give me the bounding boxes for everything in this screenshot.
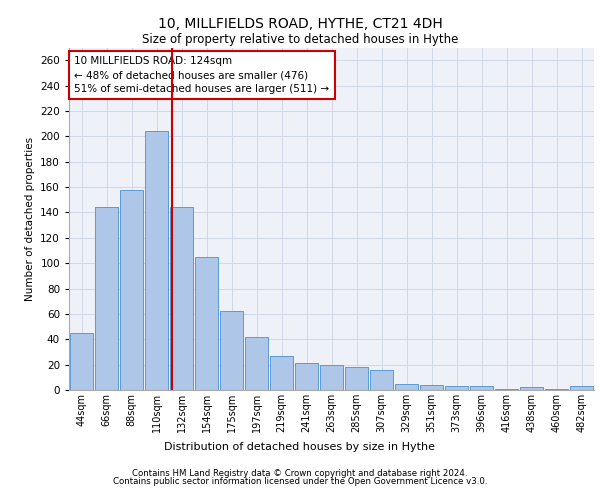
Y-axis label: Number of detached properties: Number of detached properties bbox=[25, 136, 35, 301]
Bar bbox=[269, 356, 293, 390]
Bar bbox=[119, 190, 143, 390]
Bar bbox=[395, 384, 418, 390]
Text: 10, MILLFIELDS ROAD, HYTHE, CT21 4DH: 10, MILLFIELDS ROAD, HYTHE, CT21 4DH bbox=[158, 18, 442, 32]
Bar bbox=[170, 208, 193, 390]
Text: Size of property relative to detached houses in Hythe: Size of property relative to detached ho… bbox=[142, 32, 458, 46]
Bar bbox=[295, 364, 319, 390]
Bar bbox=[245, 336, 268, 390]
Text: 10 MILLFIELDS ROAD: 124sqm
← 48% of detached houses are smaller (476)
51% of sem: 10 MILLFIELDS ROAD: 124sqm ← 48% of deta… bbox=[74, 56, 329, 94]
Bar bbox=[194, 257, 218, 390]
Bar bbox=[145, 131, 169, 390]
Text: Contains public sector information licensed under the Open Government Licence v3: Contains public sector information licen… bbox=[113, 477, 487, 486]
Bar bbox=[445, 386, 469, 390]
Bar bbox=[220, 312, 244, 390]
Bar bbox=[320, 364, 343, 390]
Text: Distribution of detached houses by size in Hythe: Distribution of detached houses by size … bbox=[164, 442, 436, 452]
Bar bbox=[569, 386, 593, 390]
Bar bbox=[344, 367, 368, 390]
Bar bbox=[494, 388, 518, 390]
Bar bbox=[470, 386, 493, 390]
Bar bbox=[95, 208, 118, 390]
Bar bbox=[70, 333, 94, 390]
Bar bbox=[520, 388, 544, 390]
Bar bbox=[419, 385, 443, 390]
Bar bbox=[370, 370, 394, 390]
Text: Contains HM Land Registry data © Crown copyright and database right 2024.: Contains HM Land Registry data © Crown c… bbox=[132, 468, 468, 477]
Bar bbox=[545, 388, 568, 390]
